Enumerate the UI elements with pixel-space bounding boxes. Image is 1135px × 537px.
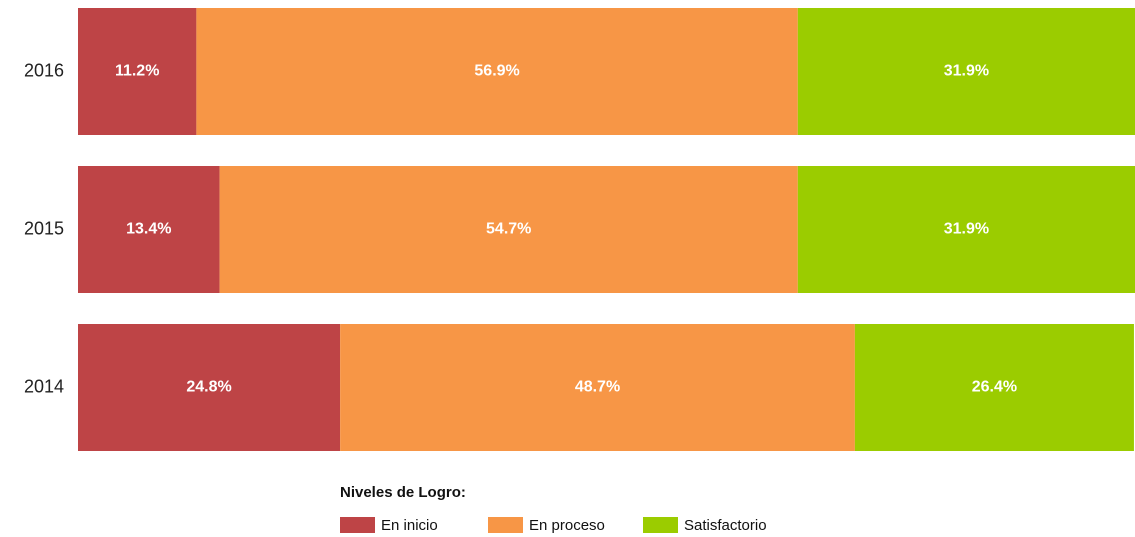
legend-swatch <box>488 517 523 533</box>
y-tick-label: 2014 <box>24 376 64 396</box>
bar-segment <box>797 8 1135 135</box>
data-label: 24.8% <box>186 379 231 396</box>
y-tick-label: 2016 <box>24 60 64 80</box>
bar-segment <box>797 166 1135 293</box>
bar-segment <box>219 166 798 293</box>
bar-segment <box>340 324 855 451</box>
bar-segment <box>78 324 341 451</box>
legend-swatch <box>643 517 678 533</box>
data-label: 26.4% <box>972 379 1017 396</box>
data-label: 54.7% <box>486 221 531 238</box>
data-label: 48.7% <box>575 379 620 396</box>
data-label: 56.9% <box>474 63 519 80</box>
legend-swatch <box>340 517 375 533</box>
legend-label: En proceso <box>529 517 605 534</box>
bar-segment <box>78 166 220 293</box>
bar-segment <box>854 324 1134 451</box>
data-label: 13.4% <box>126 221 171 238</box>
data-label: 31.9% <box>944 221 989 238</box>
legend-label: En inicio <box>381 517 438 534</box>
data-label: 11.2% <box>115 63 159 80</box>
y-tick-label: 2015 <box>24 218 64 238</box>
data-label: 31.9% <box>944 63 989 80</box>
legend-label: Satisfactorio <box>684 517 767 534</box>
bar-segment <box>78 8 197 135</box>
legend-title: Niveles de Logro: <box>340 484 466 501</box>
bar-segment <box>196 8 798 135</box>
